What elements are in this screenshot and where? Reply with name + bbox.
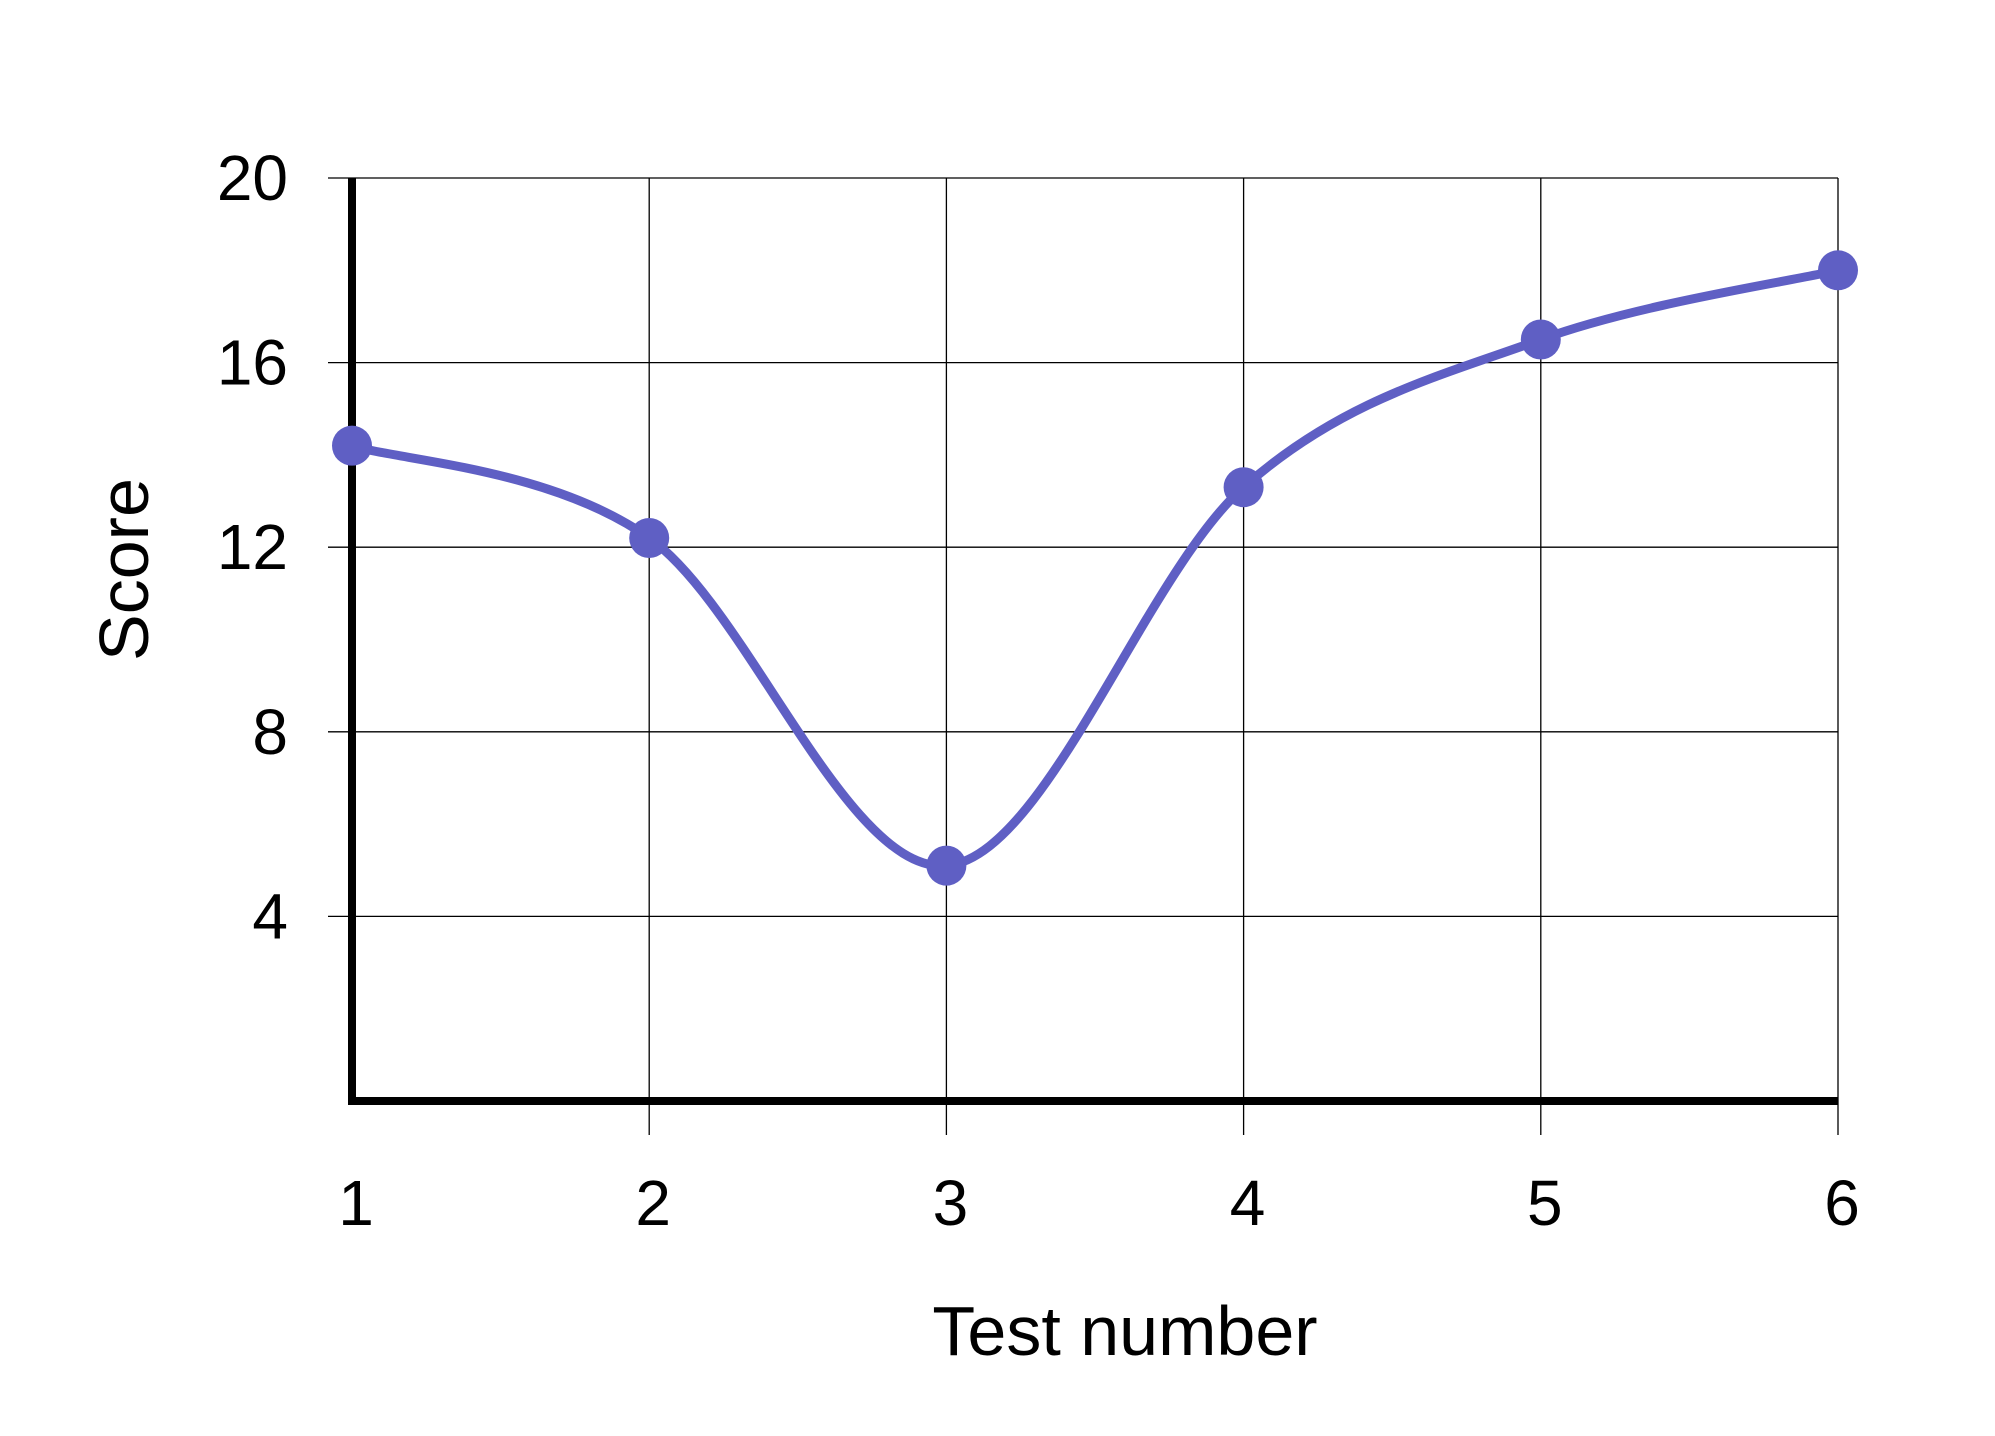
series-layer bbox=[332, 250, 1858, 886]
x-tick-label: 1 bbox=[338, 1167, 374, 1239]
data-point bbox=[629, 517, 670, 558]
y-tick-label: 16 bbox=[217, 327, 288, 399]
data-point bbox=[926, 845, 967, 886]
x-tick-label: 4 bbox=[1230, 1167, 1266, 1239]
data-point bbox=[1520, 319, 1561, 360]
data-point bbox=[1223, 467, 1264, 508]
x-tick-label: 6 bbox=[1824, 1167, 1860, 1239]
x-tick-label: 3 bbox=[933, 1167, 969, 1239]
data-point bbox=[1818, 250, 1858, 291]
y-tick-label: 20 bbox=[217, 142, 288, 214]
x-axis-title: Test number bbox=[932, 1292, 1317, 1370]
y-tick-label: 8 bbox=[252, 696, 288, 768]
axes bbox=[348, 178, 1838, 1105]
y-tick-label: 4 bbox=[252, 880, 288, 952]
grid bbox=[328, 177, 1839, 1135]
series-line bbox=[347, 265, 1843, 871]
y-axis-title: Score bbox=[85, 478, 163, 661]
x-tick-label: 2 bbox=[635, 1167, 671, 1239]
y-tick-label: 12 bbox=[217, 511, 288, 583]
x-tick-label: 5 bbox=[1527, 1167, 1563, 1239]
data-point bbox=[332, 425, 372, 466]
